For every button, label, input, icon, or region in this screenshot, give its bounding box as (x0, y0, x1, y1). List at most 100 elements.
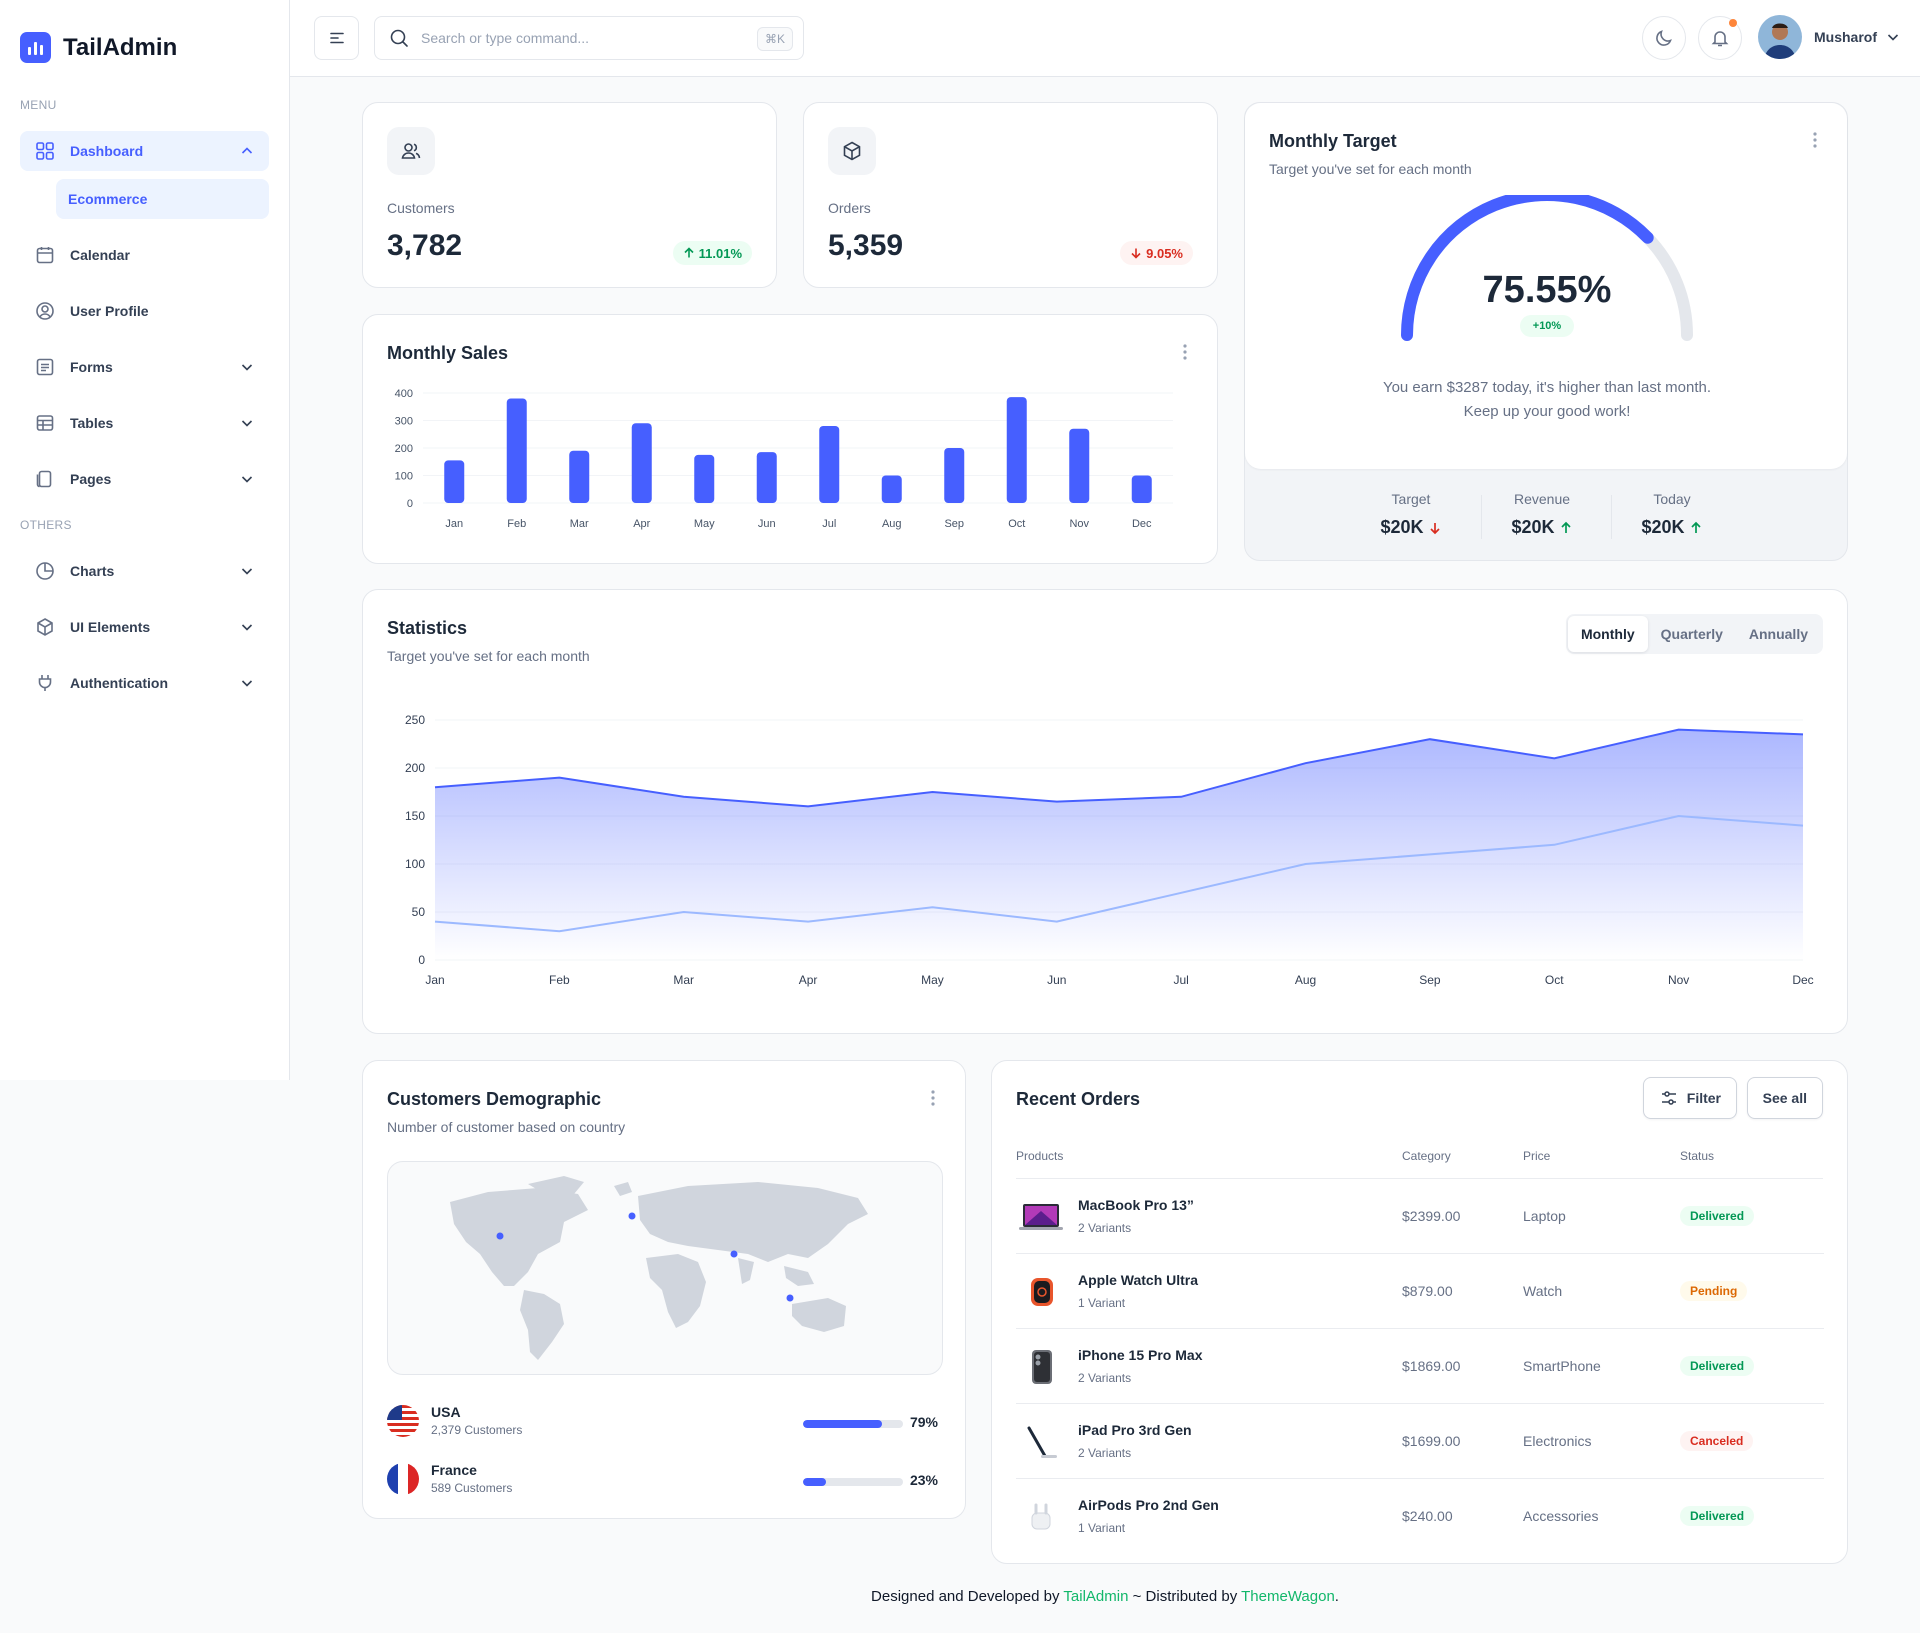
menu-section-label: MENU (20, 98, 57, 112)
arrow-down-icon (1428, 521, 1442, 535)
product-price: $240.00 (1402, 1508, 1453, 1524)
target-gauge (1401, 195, 1693, 341)
card-subtitle: Target you've set for each month (387, 648, 590, 664)
stat-value: $20K (1380, 517, 1424, 537)
chevron-up-icon (239, 143, 255, 159)
product-price: $879.00 (1402, 1283, 1453, 1299)
chevron-down-icon (1885, 29, 1901, 45)
brand-logo[interactable]: TailAdmin (20, 32, 177, 63)
stat-value: $20K (1641, 517, 1685, 537)
filter-button[interactable]: Filter (1642, 1077, 1737, 1119)
x-tick-label: Jan (445, 518, 463, 530)
footer-text: . (1334, 1588, 1339, 1605)
country-customers: 589 Customers (431, 1481, 513, 1495)
table-row[interactable]: iPhone 15 Pro Max 2 Variants $1869.00 Sm… (1016, 1329, 1824, 1404)
metric-change-value: 9.05% (1146, 245, 1183, 261)
more-options-icon[interactable] (1183, 343, 1187, 361)
sidebar-item-label: Tables (70, 415, 114, 431)
more-options-icon[interactable] (1813, 131, 1817, 149)
footer-link-themewagon[interactable]: ThemeWagon (1241, 1588, 1335, 1605)
target-percent: 75.55% (1482, 269, 1612, 311)
stat-value-row: $20K (1607, 517, 1737, 538)
status-badge: Pending (1680, 1281, 1748, 1301)
x-tick-label: Jun (1047, 973, 1066, 987)
country-progress-bar (803, 1420, 903, 1428)
sidebar-item-authentication[interactable]: Authentication (20, 663, 269, 703)
sidebar-item-tables[interactable]: Tables (20, 403, 269, 443)
search-input[interactable] (421, 30, 721, 46)
sidebar-item-charts[interactable]: Charts (20, 551, 269, 591)
filter-icon (1659, 1088, 1679, 1108)
product-category: SmartPhone (1523, 1358, 1601, 1374)
sidebar-toggle-button[interactable] (314, 16, 359, 60)
x-tick-label: Apr (799, 973, 818, 987)
card-subtitle: Target you've set for each month (1269, 161, 1472, 177)
user-name: Musharof (1814, 29, 1877, 45)
brand-name: TailAdmin (63, 33, 178, 61)
map-marker[interactable] (628, 1212, 636, 1220)
tab-quarterly[interactable]: Quarterly (1660, 626, 1723, 642)
tab-monthly[interactable]: Monthly (1567, 616, 1648, 652)
dark-mode-toggle[interactable] (1642, 16, 1686, 60)
customers-metric-card: Customers 3,782 11.01% (362, 102, 777, 288)
sidebar-item-calendar[interactable]: Calendar (20, 235, 269, 275)
progress-fill (803, 1478, 826, 1486)
monthly-target-card: Monthly Target Target you've set for eac… (1244, 102, 1848, 561)
notifications-button[interactable] (1698, 16, 1742, 60)
chevron-down-icon (239, 619, 255, 635)
usa-flag-icon (387, 1404, 419, 1437)
divider (1611, 495, 1612, 539)
sidebar-item-ui-elements[interactable]: UI Elements (20, 607, 269, 647)
product-variants: 2 Variants (1078, 1446, 1132, 1460)
map-marker[interactable] (496, 1232, 504, 1240)
sidebar-subitem-label: Ecommerce (68, 191, 148, 207)
x-tick-label: Jan (425, 973, 444, 987)
card-title: Monthly Target (1269, 131, 1397, 151)
x-tick-label: Feb (507, 518, 526, 530)
bar (819, 426, 840, 503)
card-title: Recent Orders (1016, 1089, 1141, 1109)
tab-annually[interactable]: Annually (1748, 626, 1808, 642)
table-row[interactable]: Apple Watch Ultra 1 Variant $879.00 Watc… (1016, 1254, 1824, 1329)
bell-icon (1710, 28, 1730, 48)
x-tick-label: Sep (1419, 973, 1441, 987)
table-row[interactable]: iPad Pro 3rd Gen 2 Variants $1699.00 Ele… (1016, 1404, 1824, 1479)
product-name: iPad Pro 3rd Gen (1078, 1422, 1192, 1438)
status-badge: Delivered (1680, 1206, 1755, 1226)
country-text: USA 2,379 Customers (431, 1404, 522, 1437)
chevron-down-icon (239, 415, 255, 431)
period-tabs: Monthly Quarterly Annually (1565, 614, 1823, 654)
x-tick-label: Oct (1545, 973, 1564, 987)
table-row[interactable]: AirPods Pro 2nd Gen 1 Variant $240.00 Ac… (1016, 1479, 1824, 1554)
box-icon (828, 127, 876, 175)
metric-change-badge: 9.05% (1120, 241, 1193, 265)
chevron-down-icon (239, 471, 255, 487)
sidebar-item-pages[interactable]: Pages (20, 459, 269, 499)
page-icon (34, 468, 56, 490)
product-variants: 1 Variant (1078, 1296, 1126, 1310)
footer-link-tailadmin[interactable]: TailAdmin (1063, 1588, 1129, 1605)
x-tick-label: Oct (1008, 518, 1025, 530)
x-tick-label: Dec (1132, 518, 1152, 530)
bar (1006, 397, 1027, 503)
product-variants: 2 Variants (1078, 1371, 1132, 1385)
see-all-button[interactable]: See all (1746, 1077, 1823, 1119)
sidebar-item-dashboard[interactable]: Dashboard (20, 131, 269, 171)
table-row[interactable]: MacBook Pro 13” 2 Variants $2399.00 Lapt… (1016, 1179, 1824, 1254)
product-price: $1869.00 (1402, 1358, 1461, 1374)
map-marker[interactable] (786, 1294, 794, 1302)
arrow-up-icon (1689, 521, 1703, 535)
y-tick-label: 200 (405, 761, 425, 775)
status-badge: Delivered (1680, 1356, 1755, 1376)
sidebar-item-forms[interactable]: Forms (20, 347, 269, 387)
filter-label: Filter (1686, 1090, 1721, 1106)
product-category: Watch (1523, 1283, 1563, 1299)
user-menu[interactable]: Musharof (1758, 15, 1901, 59)
x-tick-label: Mar (673, 973, 694, 987)
sidebar-item-user-profile[interactable]: User Profile (20, 291, 269, 331)
more-options-icon[interactable] (931, 1089, 935, 1107)
others-section-label: OTHERS (20, 518, 72, 532)
stat-value-row: $20K (1346, 517, 1476, 538)
map-marker[interactable] (730, 1250, 738, 1258)
sidebar-subitem-ecommerce[interactable]: Ecommerce (56, 179, 269, 219)
